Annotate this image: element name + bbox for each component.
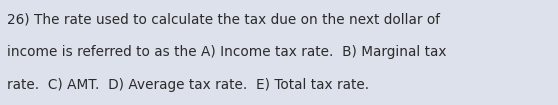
Text: income is referred to as the A) Income tax rate.  B) Marginal tax: income is referred to as the A) Income t… [7, 45, 447, 59]
Text: 26) The rate used to calculate the tax due on the next dollar of: 26) The rate used to calculate the tax d… [7, 13, 440, 27]
Text: rate.  C) AMT.  D) Average tax rate.  E) Total tax rate.: rate. C) AMT. D) Average tax rate. E) To… [7, 78, 369, 92]
